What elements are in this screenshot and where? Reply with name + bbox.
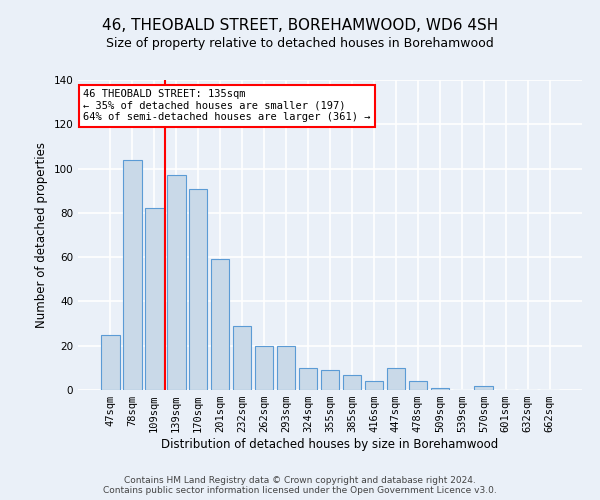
Text: 46 THEOBALD STREET: 135sqm
← 35% of detached houses are smaller (197)
64% of sem: 46 THEOBALD STREET: 135sqm ← 35% of deta… <box>83 90 371 122</box>
Bar <box>409 381 427 390</box>
Bar <box>475 386 493 390</box>
Text: Contains HM Land Registry data © Crown copyright and database right 2024.
Contai: Contains HM Land Registry data © Crown c… <box>103 476 497 495</box>
Bar <box>189 188 208 390</box>
Bar <box>343 374 361 390</box>
Bar <box>233 326 251 390</box>
X-axis label: Distribution of detached houses by size in Borehamwood: Distribution of detached houses by size … <box>161 438 499 451</box>
Text: 46, THEOBALD STREET, BOREHAMWOOD, WD6 4SH: 46, THEOBALD STREET, BOREHAMWOOD, WD6 4S… <box>102 18 498 32</box>
Bar <box>167 175 185 390</box>
Bar <box>320 370 340 390</box>
Bar <box>277 346 295 390</box>
Text: Size of property relative to detached houses in Borehamwood: Size of property relative to detached ho… <box>106 38 494 51</box>
Bar <box>101 334 119 390</box>
Bar <box>211 260 229 390</box>
Bar <box>123 160 142 390</box>
Bar <box>431 388 449 390</box>
Bar <box>145 208 164 390</box>
Bar <box>386 368 405 390</box>
Y-axis label: Number of detached properties: Number of detached properties <box>35 142 48 328</box>
Bar <box>365 381 383 390</box>
Bar <box>255 346 274 390</box>
Bar <box>299 368 317 390</box>
